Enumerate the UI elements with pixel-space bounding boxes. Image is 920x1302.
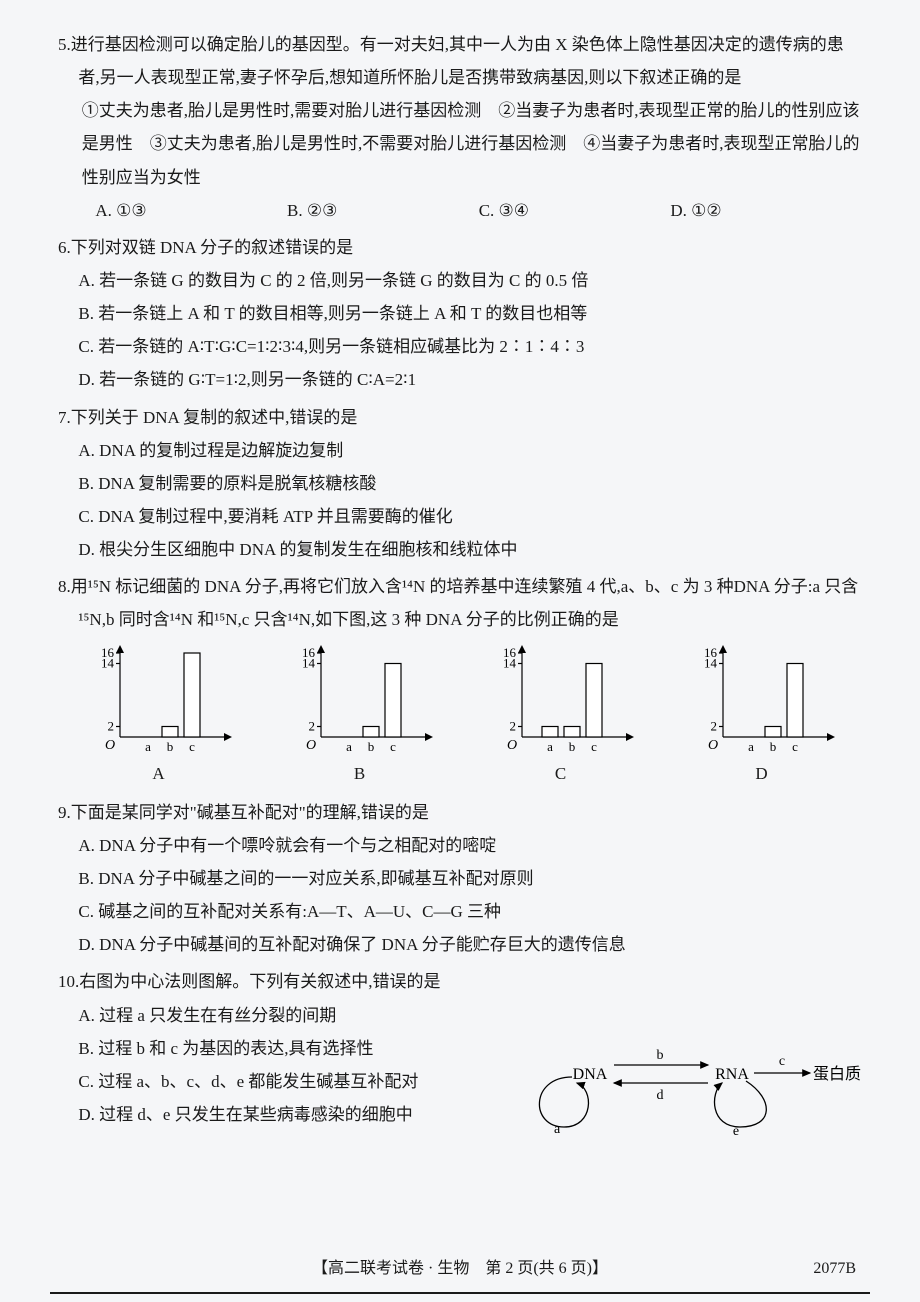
svg-text:14: 14 — [503, 655, 517, 670]
q6-text: 下列对双链 DNA 分子的叙述错误的是 — [71, 238, 353, 257]
question-10: 10.右图为中心法则图解。下列有关叙述中,错误的是 A. 过程 a 只发生在有丝… — [58, 965, 862, 1138]
question-7: 7.下列关于 DNA 复制的叙述中,错误的是 A. DNA 的复制过程是边解旋边… — [58, 401, 862, 567]
q7-text: 下列关于 DNA 复制的叙述中,错误的是 — [71, 408, 358, 427]
page-footer: 【高二联考试卷 · 生物 第 2 页(共 6 页)】 — [0, 1253, 920, 1284]
q5-stem: 5.进行基因检测可以确定胎儿的基因型。有一对夫妇,其中一人为由 X 染色体上隐性… — [58, 28, 862, 94]
q5-statements: ①丈夫为患者,胎儿是男性时,需要对胎儿进行基因检测 ②当妻子为患者时,表现型正常… — [58, 94, 862, 193]
q8-chart-d-label: D — [677, 757, 847, 790]
q8-chart-d-svg: 16142Oabc — [687, 645, 837, 755]
page-code: 2077B — [813, 1253, 856, 1284]
svg-text:b: b — [769, 739, 776, 754]
q9-opt-d: D. DNA 分子中碱基间的互补配对确保了 DNA 分子能贮存巨大的遗传信息 — [58, 928, 862, 961]
q9-stem: 9.下面是某同学对"碱基互补配对"的理解,错误的是 — [58, 796, 862, 829]
question-6: 6.下列对双链 DNA 分子的叙述错误的是 A. 若一条链 G 的数目为 C 的… — [58, 231, 862, 397]
q10-stem: 10.右图为中心法则图解。下列有关叙述中,错误的是 — [58, 965, 862, 998]
q6-opt-d: D. 若一条链的 G∶T=1∶2,则另一条链的 C∶A=2∶1 — [58, 363, 862, 396]
svg-text:c: c — [779, 1054, 785, 1069]
q7-opt-a: A. DNA 的复制过程是边解旋边复制 — [58, 434, 862, 467]
svg-text:O: O — [104, 738, 114, 753]
q5-text: 进行基因检测可以确定胎儿的基因型。有一对夫妇,其中一人为由 X 染色体上隐性基因… — [71, 35, 844, 87]
q9-text: 下面是某同学对"碱基互补配对"的理解,错误的是 — [71, 803, 429, 822]
q5-opt-d: D. ①② — [670, 194, 862, 227]
svg-text:d: d — [657, 1088, 664, 1103]
svg-text:a: a — [554, 1122, 561, 1137]
svg-text:DNA: DNA — [573, 1066, 608, 1083]
q10-number: 10. — [58, 972, 79, 991]
svg-text:b: b — [568, 739, 575, 754]
q8-chart-d: 16142Oabc D — [677, 645, 847, 790]
svg-text:RNA: RNA — [715, 1066, 749, 1083]
q8-chart-b-svg: 16142Oabc — [285, 645, 435, 755]
q8-chart-c-label: C — [476, 757, 646, 790]
svg-text:14: 14 — [302, 655, 316, 670]
q7-opt-c: C. DNA 复制过程中,要消耗 ATP 并且需要酶的催化 — [58, 500, 862, 533]
q7-stem: 7.下列关于 DNA 复制的叙述中,错误的是 — [58, 401, 862, 434]
footer-rule — [50, 1292, 870, 1294]
svg-text:O: O — [506, 738, 516, 753]
q9-opt-a: A. DNA 分子中有一个嘌呤就会有一个与之相配对的嘧啶 — [58, 829, 862, 862]
svg-text:O: O — [707, 738, 717, 753]
q8-chart-a-label: A — [74, 757, 244, 790]
svg-text:2: 2 — [107, 718, 114, 733]
svg-text:a: a — [748, 739, 754, 754]
q5-opt-a: A. ①③ — [95, 194, 287, 227]
q10-opt-b: B. 过程 b 和 c 为基因的表达,具有选择性 — [58, 1032, 522, 1065]
svg-text:e: e — [733, 1124, 739, 1139]
q6-opt-c: C. 若一条链的 A∶T∶G∶C=1∶2∶3∶4,则另一条链相应碱基比为 2∶1… — [58, 330, 862, 363]
svg-text:b: b — [166, 739, 173, 754]
central-dogma-svg: DNA RNA 蛋白质 a b d c e — [522, 1029, 862, 1139]
question-9: 9.下面是某同学对"碱基互补配对"的理解,错误的是 A. DNA 分子中有一个嘌… — [58, 796, 862, 962]
q7-opt-b: B. DNA 复制需要的原料是脱氧核糖核酸 — [58, 467, 862, 500]
svg-text:b: b — [657, 1048, 664, 1063]
q8-chart-a: 16142Oabc A — [74, 645, 244, 790]
q8-stem: 8.用¹⁵N 标记细菌的 DNA 分子,再将它们放入含¹⁴N 的培养基中连续繁殖… — [58, 570, 862, 636]
q8-text: 用¹⁵N 标记细菌的 DNA 分子,再将它们放入含¹⁴N 的培养基中连续繁殖 4… — [71, 577, 859, 629]
q8-chart-b-label: B — [275, 757, 445, 790]
question-5: 5.进行基因检测可以确定胎儿的基因型。有一对夫妇,其中一人为由 X 染色体上隐性… — [58, 28, 862, 227]
svg-text:14: 14 — [704, 655, 718, 670]
svg-text:2: 2 — [308, 718, 315, 733]
q8-chart-a-svg: 16142Oabc — [84, 645, 234, 755]
q8-charts: 16142Oabc A 16142Oabc B 16142Oabc C 1614… — [58, 637, 862, 792]
q8-chart-b: 16142Oabc B — [275, 645, 445, 790]
q8-number: 8. — [58, 577, 71, 596]
q10-opt-d: D. 过程 d、e 只发生在某些病毒感染的细胞中 — [58, 1098, 522, 1131]
svg-text:c: c — [591, 739, 597, 754]
q5-opt-c: C. ③④ — [479, 194, 671, 227]
q7-opt-d: D. 根尖分生区细胞中 DNA 的复制发生在细胞核和线粒体中 — [58, 533, 862, 566]
svg-text:14: 14 — [101, 655, 115, 670]
svg-text:2: 2 — [710, 718, 717, 733]
q10-opt-a: A. 过程 a 只发生在有丝分裂的间期 — [58, 999, 522, 1032]
q9-opt-b: B. DNA 分子中碱基之间的一一对应关系,即碱基互补配对原则 — [58, 862, 862, 895]
q5-options: A. ①③ B. ②③ C. ③④ D. ①② — [58, 194, 862, 227]
q9-number: 9. — [58, 803, 71, 822]
q8-chart-c-svg: 16142Oabc — [486, 645, 636, 755]
q6-opt-a: A. 若一条链 G 的数目为 C 的 2 倍,则另一条链 G 的数目为 C 的 … — [58, 264, 862, 297]
svg-text:a: a — [346, 739, 352, 754]
svg-text:c: c — [390, 739, 396, 754]
svg-text:2: 2 — [509, 718, 516, 733]
svg-text:O: O — [305, 738, 315, 753]
svg-text:a: a — [547, 739, 553, 754]
svg-text:c: c — [189, 739, 195, 754]
q10-opt-c: C. 过程 a、b、c、d、e 都能发生碱基互补配对 — [58, 1065, 522, 1098]
q6-stem: 6.下列对双链 DNA 分子的叙述错误的是 — [58, 231, 862, 264]
q9-opt-c: C. 碱基之间的互补配对关系有:A—T、A—U、C—G 三种 — [58, 895, 862, 928]
question-8: 8.用¹⁵N 标记细菌的 DNA 分子,再将它们放入含¹⁴N 的培养基中连续繁殖… — [58, 570, 862, 791]
svg-text:c: c — [792, 739, 798, 754]
q5-number: 5. — [58, 35, 71, 54]
svg-text:b: b — [367, 739, 374, 754]
q5-opt-b: B. ②③ — [287, 194, 479, 227]
svg-text:a: a — [145, 739, 151, 754]
q10-text: 右图为中心法则图解。下列有关叙述中,错误的是 — [79, 972, 440, 991]
svg-text:蛋白质: 蛋白质 — [813, 1065, 861, 1083]
q6-opt-b: B. 若一条链上 A 和 T 的数目相等,则另一条链上 A 和 T 的数目也相等 — [58, 297, 862, 330]
q6-number: 6. — [58, 238, 71, 257]
q10-diagram: DNA RNA 蛋白质 a b d c e — [522, 999, 862, 1139]
q8-chart-c: 16142Oabc C — [476, 645, 646, 790]
q7-number: 7. — [58, 408, 71, 427]
